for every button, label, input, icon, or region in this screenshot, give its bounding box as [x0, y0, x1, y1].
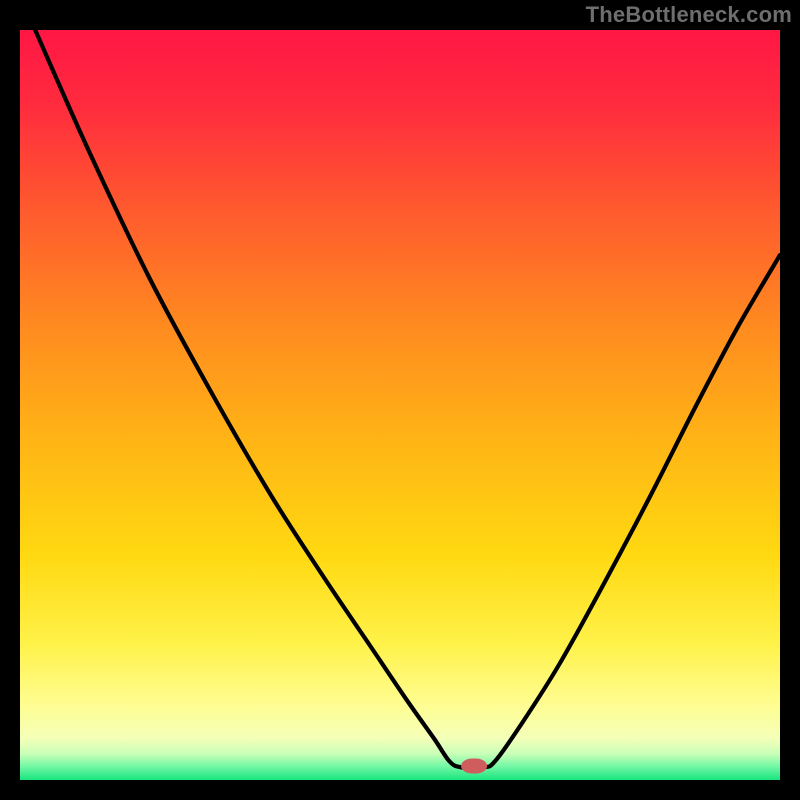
bottleneck-curve	[20, 30, 780, 780]
attribution-text: TheBottleneck.com	[586, 2, 792, 28]
optimal-point-marker	[462, 758, 488, 773]
plot-area	[20, 30, 780, 780]
chart-frame: TheBottleneck.com	[0, 0, 800, 800]
